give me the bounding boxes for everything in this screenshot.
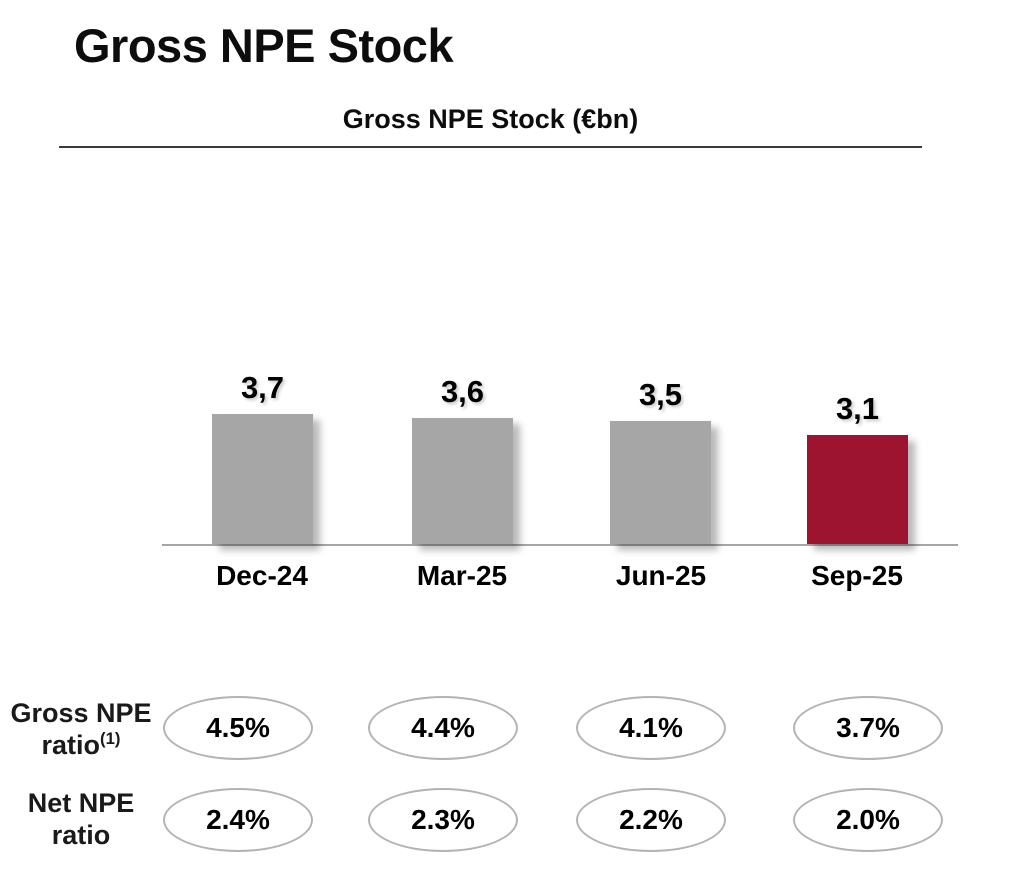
gross-npe-ratio-oval-jun25: 4.1% <box>576 696 726 760</box>
gross-npe-ratio-label: Gross NPE ratio(1) <box>0 698 162 762</box>
net-npe-ratio-oval-sep25: 2.0% <box>793 788 943 852</box>
bar-mar25 <box>412 418 513 544</box>
bar-value-dec24: 3,7 <box>240 370 285 405</box>
x-axis-line <box>162 544 958 546</box>
gross-npe-ratio-oval-mar25: 4.4% <box>368 696 518 760</box>
gross-npe-ratio-oval-dec24: 4.5% <box>163 696 313 760</box>
bar-value-mar25: 3,6 <box>440 374 485 409</box>
x-tick-jun25: Jun-25 <box>615 560 707 591</box>
chart-title: Gross NPE Stock (€bn) <box>59 104 922 148</box>
net-npe-ratio-oval-jun25: 2.2% <box>576 788 726 852</box>
net-npe-ratio-label: Net NPE ratio <box>0 788 162 852</box>
net-npe-ratio-oval-mar25: 2.3% <box>368 788 518 852</box>
x-tick-dec24: Dec-24 <box>216 560 308 591</box>
bar-jun25 <box>610 421 711 544</box>
bar-dec24 <box>212 414 313 544</box>
x-tick-sep25: Sep-25 <box>811 560 903 591</box>
bar-sep25 <box>807 435 908 544</box>
gross-npe-ratio-oval-sep25: 3.7% <box>793 696 943 760</box>
x-tick-mar25: Mar-25 <box>416 560 508 591</box>
gross-npe-ratio-label-line2: ratio <box>41 729 101 760</box>
bar-value-jun25: 3,5 <box>638 377 683 412</box>
net-npe-ratio-label-line2: ratio <box>51 819 111 850</box>
net-npe-ratio-label-line1: Net NPE <box>27 788 135 818</box>
bar-value-sep25: 3,1 <box>835 391 880 426</box>
gross-npe-ratio-label-line1: Gross NPE <box>10 698 152 728</box>
net-npe-ratio-oval-dec24: 2.4% <box>163 788 313 852</box>
footnote-marker: (1) <box>100 728 121 748</box>
page-title: Gross NPE Stock <box>74 19 454 72</box>
